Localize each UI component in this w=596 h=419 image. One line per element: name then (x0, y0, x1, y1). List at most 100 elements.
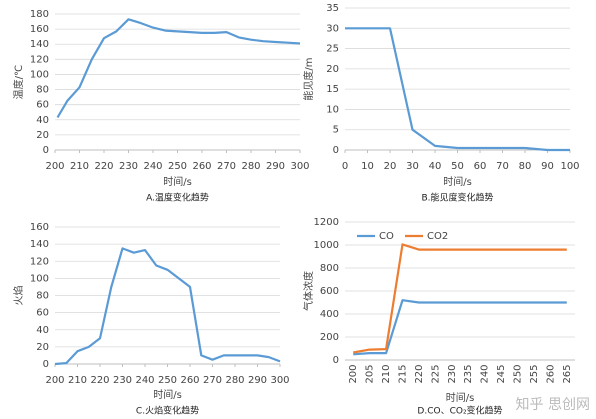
x-tick-label: 215 (398, 364, 409, 383)
y-tick-label: 120 (30, 54, 49, 65)
x-tick-label: 80 (519, 161, 532, 172)
x-tick-label: 200 (348, 364, 359, 383)
y-tick-label: 140 (30, 239, 49, 250)
y-tick-label: 10 (326, 104, 339, 115)
x-tick-label: 245 (496, 364, 507, 383)
line (345, 27, 570, 152)
x-axis-label: 时间/s (446, 391, 475, 404)
y-tick-label: 20 (36, 130, 49, 141)
x-tick-label: 250 (158, 375, 177, 386)
x-tick-label: 230 (113, 375, 132, 386)
x-tick-label: 265 (562, 364, 573, 383)
y-tick-label: 1000 (314, 240, 339, 251)
y-tick-label: 800 (320, 263, 339, 274)
x-tick-label: 260 (192, 161, 211, 172)
x-tick-label: 60 (474, 161, 487, 172)
legend-label: CO (379, 231, 394, 242)
y-tick-label: 140 (30, 39, 49, 50)
chart-caption: A.温度变化趋势 (146, 192, 209, 204)
x-tick-label: 270 (217, 161, 236, 172)
x-tick-label: 0 (342, 161, 348, 172)
x-axis-label: 时间/s (153, 388, 182, 401)
x-tick-label: 220 (414, 364, 425, 383)
chart-caption: B.能见度变化趋势 (421, 192, 493, 204)
y-tick-label: 100 (30, 69, 49, 80)
y-tick-label: 180 (30, 9, 49, 20)
y-tick-label: 1200 (314, 217, 339, 228)
y-tick-label: 600 (320, 286, 339, 297)
x-tick-label: 260 (180, 375, 199, 386)
chart-caption: D.CO、CO₂变化趋势 (417, 405, 502, 417)
y-tick-label: 80 (36, 291, 49, 302)
line (353, 299, 567, 356)
x-tick-label: 70 (496, 161, 509, 172)
x-tick-label: 290 (266, 161, 285, 172)
x-tick-label: 230 (119, 161, 138, 172)
y-tick-label: 0 (43, 145, 49, 156)
y-tick-label: 400 (320, 309, 339, 320)
y-tick-label: 0 (333, 355, 339, 366)
x-tick-label: 210 (381, 364, 392, 383)
x-tick-label: 220 (90, 375, 109, 386)
line (56, 18, 301, 119)
x-tick-label: 210 (68, 375, 87, 386)
chart-caption: C.火焰变化趋势 (136, 405, 199, 417)
y-tick-label: 40 (36, 325, 49, 336)
x-tick-label: 225 (430, 364, 441, 383)
y-tick-label: 40 (36, 115, 49, 126)
y-axis-label: 火焰 (12, 286, 25, 306)
y-tick-label: 0 (43, 359, 49, 370)
x-tick-label: 230 (447, 364, 458, 383)
x-tick-label: 200 (45, 375, 64, 386)
y-tick-label: 20 (326, 64, 339, 75)
y-tick-label: 60 (36, 100, 49, 111)
x-tick-label: 255 (529, 364, 540, 383)
x-tick-label: 100 (560, 161, 579, 172)
x-tick-label: 90 (541, 161, 554, 172)
x-tick-label: 280 (225, 375, 244, 386)
legend-label: CO2 (427, 231, 448, 242)
x-tick-label: 250 (513, 364, 524, 383)
y-tick-label: 30 (326, 23, 339, 34)
y-axis-label: 气体浓度 (302, 271, 315, 311)
x-tick-label: 205 (365, 364, 376, 383)
x-tick-label: 40 (429, 161, 442, 172)
x-tick-label: 240 (143, 161, 162, 172)
watermark: 知乎 思创网 (516, 396, 590, 413)
y-axis-label: 能见度/m (302, 57, 315, 100)
x-tick-label: 240 (480, 364, 491, 383)
y-tick-label: 25 (326, 44, 339, 55)
y-tick-label: 0 (333, 145, 339, 156)
y-tick-label: 15 (326, 84, 339, 95)
x-tick-label: 270 (203, 375, 222, 386)
x-axis-label: 时间/s (163, 175, 192, 188)
y-tick-label: 20 (36, 342, 49, 353)
x-axis-label: 时间/s (443, 175, 472, 188)
y-tick-label: 160 (30, 24, 49, 35)
y-tick-label: 35 (326, 3, 339, 14)
x-tick-label: 210 (70, 161, 89, 172)
x-tick-label: 50 (451, 161, 464, 172)
x-tick-label: 20 (384, 161, 397, 172)
x-tick-label: 300 (270, 375, 289, 386)
x-tick-label: 280 (241, 161, 260, 172)
line (54, 247, 281, 366)
x-tick-label: 200 (45, 161, 64, 172)
x-tick-label: 235 (463, 364, 474, 383)
x-tick-label: 220 (94, 161, 113, 172)
x-tick-label: 250 (168, 161, 187, 172)
x-tick-label: 290 (248, 375, 267, 386)
y-tick-label: 5 (333, 125, 339, 136)
y-tick-label: 120 (30, 256, 49, 267)
y-tick-label: 200 (320, 332, 339, 343)
x-tick-label: 300 (290, 161, 309, 172)
x-tick-label: 30 (406, 161, 419, 172)
x-tick-label: 10 (361, 161, 374, 172)
y-axis-label: 温度/℃ (12, 65, 25, 100)
y-tick-label: 80 (36, 85, 49, 96)
y-tick-label: 60 (36, 308, 49, 319)
y-tick-label: 160 (30, 222, 49, 233)
x-tick-label: 260 (545, 364, 556, 383)
line (353, 243, 567, 354)
